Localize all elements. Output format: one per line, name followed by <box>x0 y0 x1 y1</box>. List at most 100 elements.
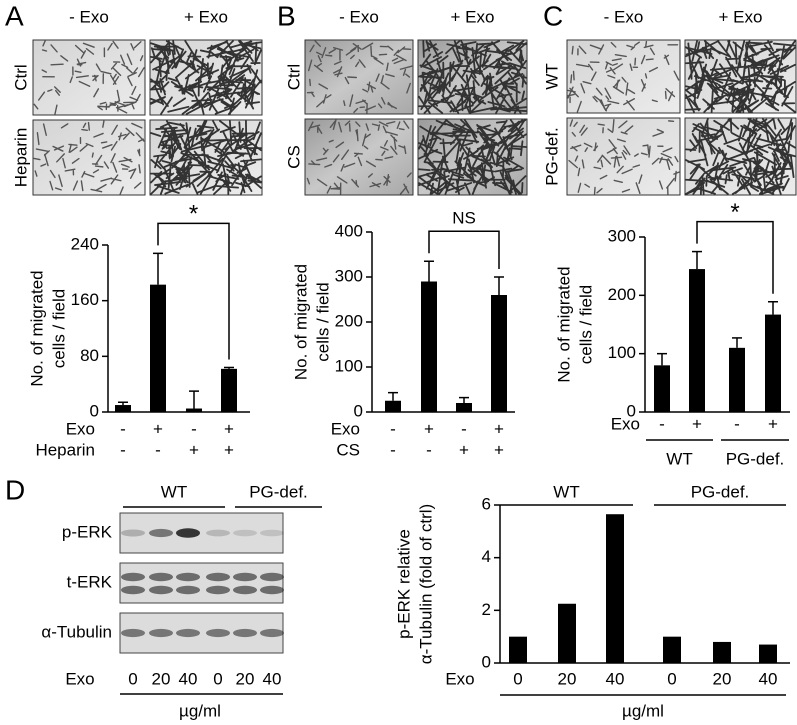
group-label: WT <box>666 449 692 468</box>
cell <box>112 161 118 173</box>
cell <box>452 87 475 105</box>
bar <box>221 368 237 412</box>
cell <box>157 128 168 149</box>
bar <box>150 284 166 412</box>
cell <box>781 86 794 107</box>
cell <box>340 163 345 172</box>
cell <box>787 140 791 154</box>
cell <box>100 70 112 75</box>
cell <box>521 181 524 194</box>
cell <box>191 102 200 110</box>
cell <box>749 96 769 113</box>
y-axis-label: cells / field <box>49 289 68 368</box>
cell <box>307 121 314 132</box>
y-axis-label: cells / field <box>576 285 595 364</box>
cell <box>164 183 189 195</box>
bar <box>491 295 507 412</box>
cell <box>49 180 54 191</box>
cell <box>242 139 253 162</box>
error-bar <box>768 301 778 315</box>
condition-label: CS <box>336 440 360 459</box>
cell <box>309 78 312 87</box>
cell <box>427 87 432 100</box>
error-bar <box>153 252 163 285</box>
y-tick-label: 2 <box>482 600 491 619</box>
cell <box>496 146 507 164</box>
cell <box>502 159 505 179</box>
cell <box>753 170 777 176</box>
cell <box>460 41 477 46</box>
cell <box>316 157 328 161</box>
cell <box>343 100 346 107</box>
band <box>176 528 200 538</box>
cell <box>502 108 527 112</box>
condition-sign: - <box>390 440 396 459</box>
cell <box>641 83 647 92</box>
cell <box>449 131 464 146</box>
cell <box>418 95 431 114</box>
cell <box>317 55 322 63</box>
cell <box>659 156 663 164</box>
cell <box>465 146 475 156</box>
cell <box>238 168 246 185</box>
cell <box>120 54 126 65</box>
cell <box>179 134 190 152</box>
cell <box>715 95 725 103</box>
cell <box>215 173 227 183</box>
cell <box>240 158 262 163</box>
cell <box>503 156 525 170</box>
cell <box>640 54 646 65</box>
cell <box>237 88 246 96</box>
cell <box>116 89 121 102</box>
y-axis-label: p-ERK relative <box>394 529 413 639</box>
cell <box>309 124 321 129</box>
cell <box>322 94 327 104</box>
cell <box>367 173 373 178</box>
cell <box>648 145 651 158</box>
cell <box>83 172 95 178</box>
cell <box>580 83 586 94</box>
cell <box>745 166 751 176</box>
cell <box>466 165 483 178</box>
cell <box>42 40 46 47</box>
cell <box>157 161 165 170</box>
cell <box>58 174 63 188</box>
band <box>233 572 257 582</box>
cell <box>763 60 768 72</box>
cell <box>54 104 58 115</box>
cell <box>378 53 388 56</box>
cell <box>47 89 53 92</box>
cell <box>175 171 187 184</box>
cell <box>112 67 122 77</box>
cell <box>573 121 578 128</box>
cell <box>578 45 587 55</box>
cell <box>488 162 497 187</box>
band <box>121 572 145 582</box>
cell <box>238 121 242 143</box>
cell <box>748 87 755 105</box>
cell <box>126 53 133 66</box>
cell <box>35 148 49 152</box>
column-label: - Exo <box>604 7 644 26</box>
cell <box>700 131 716 155</box>
cell <box>777 148 791 163</box>
cell <box>112 40 119 49</box>
cell <box>180 159 187 170</box>
cell <box>765 171 775 178</box>
cell <box>126 67 133 74</box>
cell <box>571 131 576 137</box>
cell <box>393 59 404 65</box>
error-bar <box>224 366 234 369</box>
cell <box>493 151 511 166</box>
cell <box>422 40 425 58</box>
significance-bracket <box>696 220 774 294</box>
cell <box>783 44 794 53</box>
cell <box>206 50 234 58</box>
cell <box>474 42 479 59</box>
cell <box>772 118 777 130</box>
bar <box>186 408 202 412</box>
cell <box>160 96 173 115</box>
cell <box>427 82 439 88</box>
error-bar <box>657 352 667 366</box>
cell <box>332 68 342 74</box>
